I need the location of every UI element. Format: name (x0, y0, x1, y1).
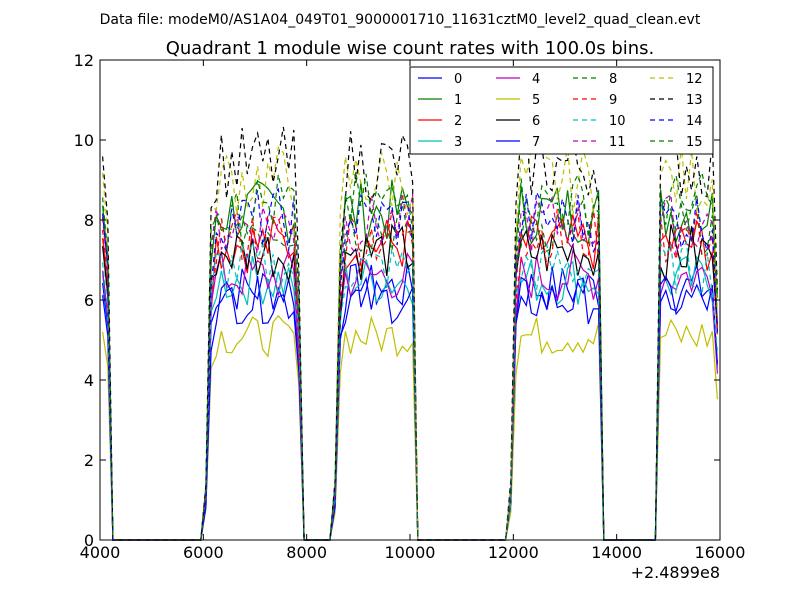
legend-label-9: 9 (609, 93, 617, 108)
y-tick-label: 10 (74, 131, 94, 150)
series-line-9 (102, 207, 718, 541)
legend-label-12: 12 (686, 72, 703, 87)
legend-label-13: 13 (686, 93, 703, 108)
series-line-15 (102, 170, 718, 541)
axis-ticks: 4000 6000 8000 10000 12000 14000 1600002468101… (74, 51, 746, 562)
series-lines (102, 126, 718, 541)
x-tick-label: 12000 (488, 543, 539, 562)
legend-label-10: 10 (609, 114, 626, 129)
series-line-12 (102, 144, 718, 541)
series-line-14 (102, 187, 718, 541)
legend-frame (409, 66, 714, 155)
legend-label-5: 5 (532, 93, 540, 108)
legend-label-8: 8 (609, 72, 617, 87)
series-line-2 (102, 214, 718, 541)
x-tick-label: 10000 (385, 543, 436, 562)
x-tick-label: 6000 (183, 543, 224, 562)
legend-label-7: 7 (532, 135, 540, 150)
series-line-6 (102, 223, 718, 541)
series-line-0 (102, 263, 718, 541)
y-tick-label: 8 (84, 211, 94, 230)
y-tick-label: 12 (74, 51, 94, 70)
legend-label-4: 4 (532, 72, 540, 87)
y-tick-label: 2 (84, 451, 94, 470)
legend-label-3: 3 (454, 135, 462, 150)
y-tick-label: 0 (84, 531, 94, 550)
legend-label-15: 15 (686, 135, 703, 150)
series-line-5 (102, 314, 718, 541)
legend-label-11: 11 (609, 135, 626, 150)
series-line-7 (102, 275, 718, 541)
x-offset-label: +2.4899e8 (631, 563, 720, 582)
x-tick-label: 14000 (591, 543, 642, 562)
chart-suptitle: Data file: modeM0/AS1A04_049T01_90000017… (100, 12, 701, 28)
series-line-13 (102, 126, 718, 541)
legend-label-6: 6 (532, 114, 540, 129)
x-tick-label: 8000 (286, 543, 327, 562)
series-line-10 (102, 240, 718, 541)
legend-label-0: 0 (454, 72, 462, 87)
x-tick-label: 4000 (80, 543, 121, 562)
y-tick-label: 6 (84, 291, 94, 310)
chart-title: Quadrant 1 module wise count rates with … (166, 38, 655, 59)
legend-label-1: 1 (454, 93, 462, 108)
legend-label-2: 2 (454, 114, 462, 129)
y-tick-label: 4 (84, 371, 94, 390)
legend-label-14: 14 (686, 114, 703, 129)
x-tick-label: 16000 (695, 543, 746, 562)
series-line-11 (102, 193, 718, 541)
series-line-3 (102, 255, 718, 541)
series-line-8 (102, 192, 718, 541)
